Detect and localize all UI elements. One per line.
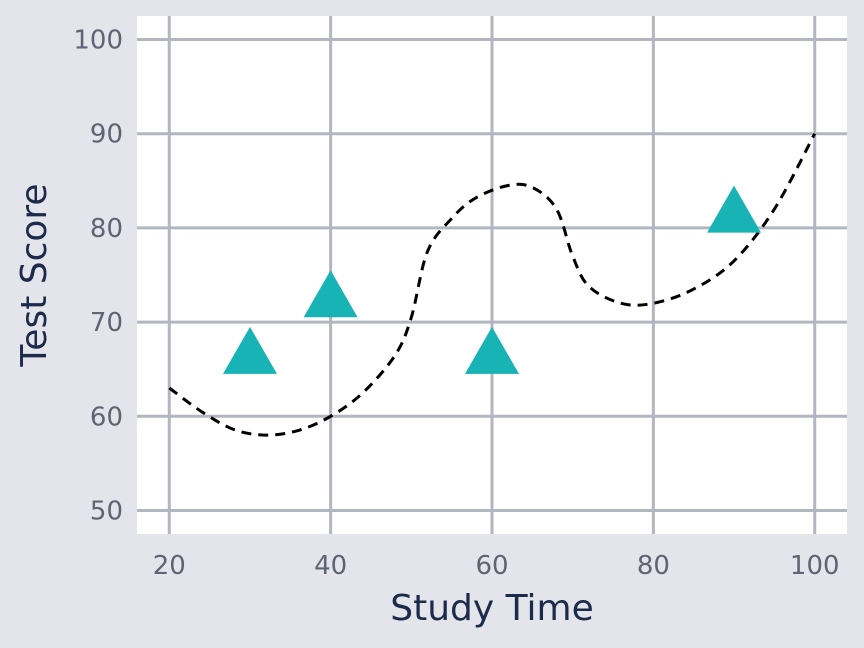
triangle-marker: [223, 326, 277, 374]
data-points: [223, 185, 761, 374]
x-tick-label: 60: [475, 551, 508, 581]
y-tick-label: 50: [90, 496, 123, 526]
x-tick-label: 100: [790, 551, 840, 581]
x-axis-title: Study Time: [390, 588, 593, 629]
tick-labels: 20 40 60 80 100 50 60 70 80 90 100: [73, 26, 839, 581]
triangle-marker: [707, 185, 761, 233]
y-tick-label: 60: [90, 402, 123, 432]
x-tick-label: 80: [637, 551, 670, 581]
x-tick-label: 40: [314, 551, 347, 581]
triangle-marker: [465, 326, 519, 374]
fit-curve-layer: [168, 132, 817, 437]
fit-curve: [168, 132, 817, 437]
y-tick-label: 80: [90, 214, 123, 244]
y-tick-label: 70: [90, 308, 123, 338]
y-tick-label: 90: [90, 120, 123, 150]
y-tick-label: 100: [73, 26, 123, 56]
y-axis-title: Test Score: [14, 183, 55, 367]
triangle-marker: [303, 270, 358, 318]
x-tick-label: 20: [153, 551, 186, 581]
